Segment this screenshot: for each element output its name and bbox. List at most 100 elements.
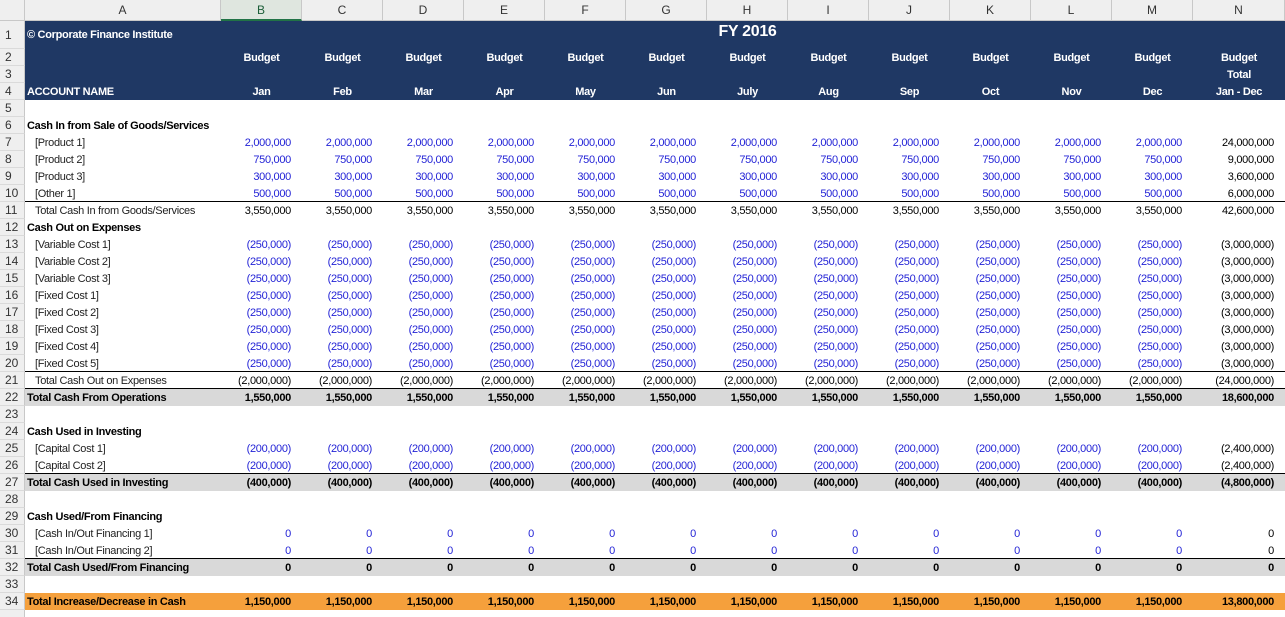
account-cell[interactable]: [Fixed Cost 5] [35, 357, 99, 370]
value-cell[interactable]: 500,000 [982, 187, 1020, 200]
value-cell[interactable]: 1,550,000 [1135, 391, 1183, 404]
value-cell[interactable]: 2,000,000 [487, 136, 535, 149]
value-cell[interactable]: (250,000) [408, 272, 454, 285]
account-cell[interactable]: Cash Used/From Financing [27, 510, 163, 523]
value-cell[interactable]: 750,000 [334, 153, 372, 166]
value-cell[interactable]: (250,000) [894, 357, 940, 370]
account-cell[interactable]: Total Cash Used/From Financing [27, 561, 189, 574]
value-cell[interactable]: (250,000) [408, 255, 454, 268]
value-cell[interactable]: July [737, 85, 758, 98]
account-cell[interactable]: [Product 1] [35, 136, 85, 149]
value-cell[interactable]: (2,000,000) [400, 374, 453, 387]
value-cell[interactable]: (250,000) [894, 323, 940, 336]
row-number[interactable]: 7 [0, 134, 25, 151]
value-cell[interactable]: (3,000,000) [1221, 272, 1274, 285]
value-cell[interactable]: (250,000) [975, 255, 1021, 268]
value-cell[interactable]: (200,000) [732, 442, 778, 455]
account-cell[interactable]: [Fixed Cost 1] [35, 289, 99, 302]
column-header[interactable]: A [25, 0, 221, 21]
value-cell[interactable]: 2,000,000 [649, 136, 697, 149]
value-cell[interactable]: (24,000,000) [1215, 374, 1274, 387]
value-cell[interactable]: (250,000) [570, 255, 616, 268]
select-all[interactable] [0, 0, 25, 21]
value-cell[interactable]: (250,000) [1056, 340, 1102, 353]
value-cell[interactable]: (250,000) [975, 238, 1021, 251]
value-cell[interactable]: 300,000 [1144, 170, 1182, 183]
value-cell[interactable]: (250,000) [651, 306, 697, 319]
value-cell[interactable]: 0 [366, 527, 372, 540]
row-number[interactable]: 10 [0, 185, 25, 202]
value-cell[interactable]: Jun [657, 85, 676, 98]
value-cell[interactable]: 0 [1176, 561, 1182, 574]
value-cell[interactable]: (250,000) [408, 340, 454, 353]
value-cell[interactable]: 1,150,000 [892, 595, 940, 608]
value-cell[interactable]: (250,000) [327, 306, 373, 319]
row-number[interactable]: 24 [0, 423, 25, 440]
value-cell[interactable]: 24,000,000 [1221, 136, 1274, 149]
row-number[interactable]: 3 [0, 66, 25, 83]
value-cell[interactable]: (250,000) [975, 340, 1021, 353]
value-cell[interactable]: 3,550,000 [811, 204, 859, 217]
value-cell[interactable]: (250,000) [894, 255, 940, 268]
value-cell[interactable]: (250,000) [894, 306, 940, 319]
value-cell[interactable]: (250,000) [1056, 255, 1102, 268]
value-cell[interactable]: (250,000) [1137, 272, 1183, 285]
value-cell[interactable]: (250,000) [408, 323, 454, 336]
value-cell[interactable]: 300,000 [334, 170, 372, 183]
account-cell[interactable]: [Cash In/Out Financing 1] [35, 527, 153, 540]
value-cell[interactable]: (250,000) [408, 289, 454, 302]
value-cell[interactable]: 0 [852, 527, 858, 540]
account-cell[interactable]: Total Cash In from Goods/Services [35, 204, 196, 217]
account-cell[interactable]: [Other 1] [35, 187, 76, 200]
value-cell[interactable]: 300,000 [415, 170, 453, 183]
value-cell[interactable]: (250,000) [489, 306, 535, 319]
value-cell[interactable]: (3,000,000) [1221, 340, 1274, 353]
value-cell[interactable]: (250,000) [813, 323, 859, 336]
value-cell[interactable]: 0 [771, 527, 777, 540]
row-number[interactable]: 22 [0, 389, 25, 406]
value-cell[interactable]: 300,000 [658, 170, 696, 183]
value-cell[interactable]: (2,000,000) [238, 374, 291, 387]
value-cell[interactable]: 750,000 [658, 153, 696, 166]
value-cell[interactable]: (200,000) [1056, 459, 1102, 472]
row-number[interactable]: 21 [0, 372, 25, 389]
value-cell[interactable]: (2,400,000) [1221, 442, 1274, 455]
row-number[interactable]: 15 [0, 270, 25, 287]
column-header[interactable]: D [383, 0, 464, 21]
value-cell[interactable]: (250,000) [408, 238, 454, 251]
value-cell[interactable]: Budget [648, 51, 685, 64]
row-number[interactable]: 31 [0, 542, 25, 559]
value-cell[interactable]: (250,000) [246, 289, 292, 302]
value-cell[interactable]: 2,000,000 [1135, 136, 1183, 149]
column-header[interactable]: B [221, 0, 302, 21]
value-cell[interactable]: (250,000) [246, 357, 292, 370]
value-cell[interactable]: 500,000 [415, 187, 453, 200]
value-cell[interactable]: (200,000) [732, 459, 778, 472]
value-cell[interactable]: 0 [690, 527, 696, 540]
value-cell[interactable]: (250,000) [1056, 357, 1102, 370]
value-cell[interactable]: Sep [899, 85, 920, 98]
value-cell[interactable]: 300,000 [820, 170, 858, 183]
value-cell[interactable]: 1,150,000 [973, 595, 1021, 608]
value-cell[interactable]: (4,800,000) [1221, 476, 1274, 489]
value-cell[interactable]: (200,000) [327, 459, 373, 472]
value-cell[interactable]: (250,000) [327, 340, 373, 353]
value-cell[interactable]: (400,000) [1137, 476, 1183, 489]
value-cell[interactable]: 0 [285, 527, 291, 540]
value-cell[interactable]: Budget [891, 51, 928, 64]
value-cell[interactable]: (2,400,000) [1221, 459, 1274, 472]
value-cell[interactable]: 1,150,000 [649, 595, 697, 608]
value-cell[interactable]: (3,000,000) [1221, 323, 1274, 336]
value-cell[interactable]: (200,000) [651, 442, 697, 455]
value-cell[interactable]: (250,000) [1137, 238, 1183, 251]
row-number[interactable]: 34 [0, 593, 25, 610]
value-cell[interactable]: (250,000) [327, 323, 373, 336]
value-cell[interactable]: (250,000) [894, 238, 940, 251]
value-cell[interactable]: 0 [447, 561, 453, 574]
value-cell[interactable]: 0 [690, 544, 696, 557]
value-cell[interactable]: (250,000) [813, 357, 859, 370]
value-cell[interactable]: (2,000,000) [643, 374, 696, 387]
value-cell[interactable]: 1,550,000 [244, 391, 292, 404]
value-cell[interactable]: (250,000) [327, 255, 373, 268]
value-cell[interactable]: 500,000 [1063, 187, 1101, 200]
